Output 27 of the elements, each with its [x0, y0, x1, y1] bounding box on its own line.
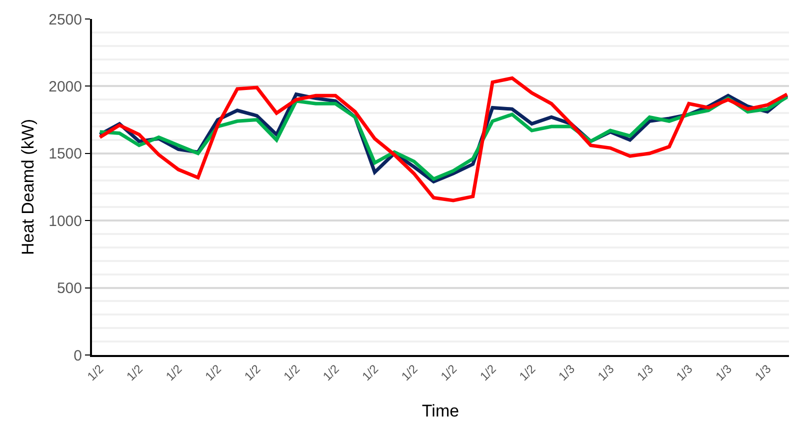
- x-tick-label: 1/2: [280, 362, 303, 384]
- x-tick-label: 1/2: [202, 362, 224, 384]
- x-tick-label: 1/3: [594, 362, 617, 384]
- y-tick-label: 1000: [48, 212, 82, 230]
- x-tick-label: 1/2: [516, 362, 538, 384]
- y-tick-label: 1500: [48, 146, 82, 163]
- x-tick-label: 1/2: [163, 362, 185, 384]
- x-tick-label: 1/2: [242, 362, 264, 384]
- line-series: [98, 76, 789, 202]
- x-tick-label: 1/2: [477, 362, 500, 384]
- x-tick-label: 1/3: [712, 362, 735, 384]
- y-tick-label: 0: [74, 347, 82, 364]
- y-axis-title: Heat Deamd (kW): [18, 118, 38, 256]
- y-tick-label: 2500: [48, 11, 82, 28]
- y-tick-label: 2000: [48, 78, 82, 96]
- x-tick-label: 1/2: [84, 362, 106, 384]
- x-tick-label: 1/3: [752, 362, 774, 384]
- x-tick-label: 1/2: [438, 362, 460, 384]
- x-tick-label: 1/2: [320, 362, 342, 384]
- x-tick-label: 1/3: [634, 362, 656, 384]
- x-tick-label: 1/2: [398, 362, 421, 384]
- x-tick-label: 1/2: [124, 362, 146, 384]
- y-tick-label: 500: [56, 280, 82, 298]
- x-tick-label: 1/3: [674, 362, 696, 384]
- x-tick-label: 1/3: [556, 362, 578, 384]
- x-axis-title: Time: [422, 401, 460, 420]
- x-tick-label: 1/2: [359, 362, 382, 384]
